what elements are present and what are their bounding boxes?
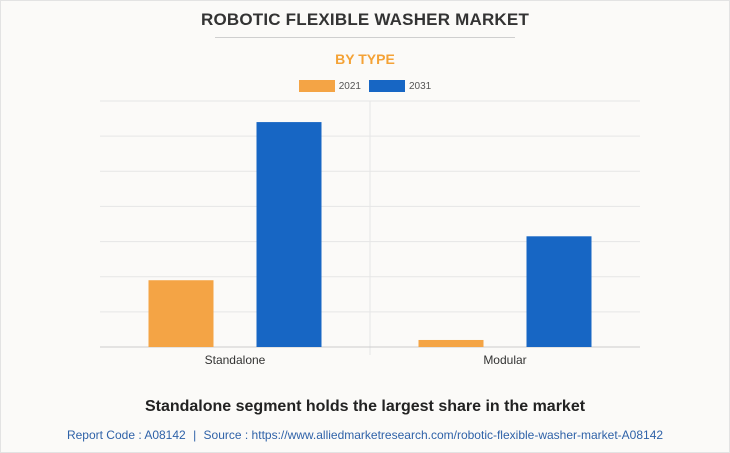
source-link[interactable]: Source : https://www.alliedmarketresearc… [203, 428, 664, 442]
legend-label-2031: 2031 [409, 80, 432, 92]
title-divider [215, 37, 515, 38]
bar-2021-modular [418, 339, 484, 347]
legend-item-2021[interactable]: 2021 [298, 80, 361, 92]
legend-label-2021: 2021 [338, 80, 361, 92]
bar-2031-modular [526, 236, 592, 347]
source-separator: | [193, 428, 197, 442]
bar-2031-standalone [256, 122, 322, 347]
source-line: Report Code : A08142 | Source : https://… [0, 428, 730, 442]
chart-subtitle: BY TYPE [335, 51, 395, 67]
x-tick-label: Modular [483, 353, 526, 367]
x-tick-label: Standalone [205, 353, 266, 367]
chart-title: ROBOTIC FLEXIBLE WASHER MARKET [200, 10, 530, 29]
legend: 2021 2031 [0, 80, 730, 92]
bar-2021-standalone [148, 280, 214, 347]
chart-caption: Standalone segment holds the largest sha… [144, 398, 586, 415]
report-code: Report Code : A08142 [66, 428, 186, 442]
legend-swatch-2031 [369, 80, 405, 92]
legend-item-2031[interactable]: 2031 [369, 80, 431, 92]
legend-swatch-2021 [298, 80, 335, 92]
